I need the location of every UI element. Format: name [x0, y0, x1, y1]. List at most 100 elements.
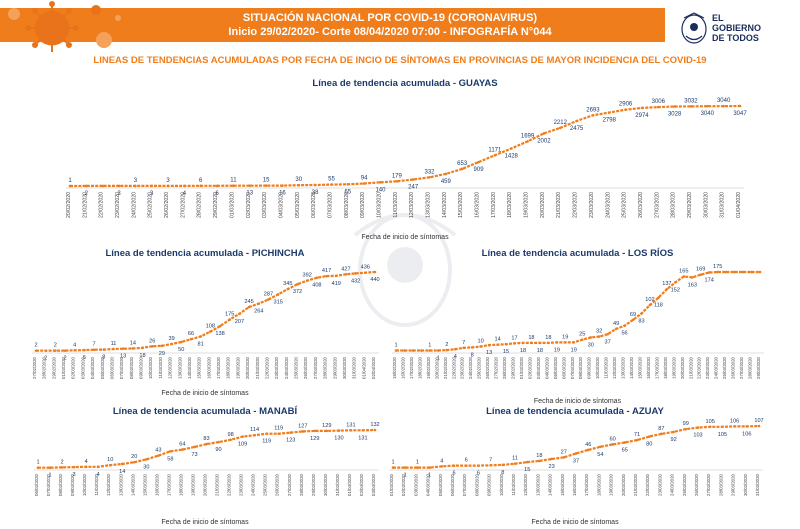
data-label: 247: [408, 185, 419, 191]
data-point: [707, 271, 711, 274]
data-label: 165: [679, 269, 688, 275]
data-label: 245: [244, 299, 253, 305]
data-label: 18: [520, 348, 526, 354]
data-label: 119: [274, 426, 283, 432]
x-tick-label: 01/04/2020: [361, 356, 366, 379]
data-label: 2: [445, 342, 448, 348]
data-point: [640, 106, 644, 110]
data-point: [145, 458, 148, 461]
data-label: 2: [85, 191, 89, 197]
data-label: 102: [645, 297, 654, 303]
data-point: [574, 452, 578, 455]
data-point: [572, 341, 576, 344]
data-point: [635, 438, 639, 442]
data-point: [179, 340, 183, 344]
x-tick-label: 29/03/2020: [756, 356, 761, 379]
data-label: 119: [262, 439, 271, 445]
x-tick-label: 18/03/2020: [596, 473, 601, 496]
x-tick-label: 23/02/2020: [115, 192, 121, 218]
data-label: 38: [312, 190, 319, 196]
data-point: [238, 312, 241, 316]
x-tick-label: 26/03/2020: [303, 356, 308, 379]
data-point: [733, 425, 736, 428]
x-tick-label: 07/03/2020: [327, 192, 333, 218]
data-label: 2002: [537, 138, 551, 144]
x-tick-label: 25/03/2020: [622, 192, 628, 218]
data-point: [373, 428, 377, 432]
data-label: 2212: [554, 120, 568, 126]
x-tick-label: 28/02/2020: [42, 356, 47, 379]
x-tick-label: 29/02/2020: [511, 356, 516, 379]
data-point: [589, 336, 592, 339]
x-tick-label: 18/03/2020: [178, 473, 183, 496]
x-tick-label: 12/03/2020: [409, 192, 415, 218]
data-point: [150, 184, 154, 188]
data-label: 3006: [652, 99, 666, 105]
x-tick-label: 24/02/2020: [131, 192, 137, 218]
data-point: [580, 338, 584, 342]
data-label: 25: [579, 332, 585, 338]
x-tick-label: 20/02/2020: [434, 356, 439, 379]
data-label: 11: [111, 341, 117, 347]
x-tick-label: 21/03/2020: [688, 356, 693, 379]
logo-text: EL GOBIERNO DE TODOS: [712, 13, 762, 43]
data-point: [296, 282, 299, 286]
data-label: 1: [48, 473, 51, 479]
x-tick-label: 29/02/2020: [213, 192, 219, 218]
data-label: 372: [293, 289, 302, 295]
x-tick-label: 25/02/2020: [477, 356, 482, 379]
x-tick-label: 20/03/2020: [540, 192, 546, 218]
x-tick-label: 15/03/2020: [142, 473, 147, 496]
x-tick-label: 05/03/2020: [553, 356, 558, 379]
data-point: [489, 463, 492, 467]
x-tick-label: 13/03/2020: [177, 356, 182, 379]
data-point: [420, 349, 423, 352]
x-tick-label: 01/03/2020: [389, 473, 394, 496]
data-point: [121, 347, 125, 350]
data-point: [215, 184, 219, 188]
x-tick-label: 10/03/2020: [82, 473, 87, 496]
data-label: 1: [68, 178, 72, 184]
x-tick-label: 21/02/2020: [443, 356, 448, 379]
data-point: [141, 346, 144, 350]
data-point: [330, 183, 333, 186]
x-tick-label: 20/03/2020: [621, 473, 626, 496]
x-tick-label: 03/03/2020: [536, 356, 541, 379]
data-point: [640, 312, 643, 315]
data-point: [297, 183, 301, 187]
chart-title: Línea de tendencia acumulada - PICHINCHA: [105, 248, 305, 259]
data-label: 2906: [619, 102, 633, 108]
data-label: 13: [486, 350, 492, 356]
data-point: [361, 428, 365, 432]
x-tick-label: 15/03/2020: [637, 356, 642, 379]
x-tick-label: 14/03/2020: [442, 192, 448, 218]
x-tick-label: 28/03/2020: [323, 356, 328, 379]
data-point: [44, 349, 47, 352]
data-label: 3: [73, 472, 76, 478]
data-point: [228, 318, 232, 321]
x-axis-label: Fecha de inicio de síntomas: [531, 519, 619, 526]
data-point: [362, 182, 366, 185]
x-tick-label: 26/03/2020: [275, 473, 280, 496]
x-tick-label: 06/03/2020: [109, 356, 114, 379]
x-tick-label: 07/03/2020: [570, 356, 575, 379]
data-label: 1: [428, 473, 431, 479]
x-tick-label: 22/03/2020: [697, 356, 702, 379]
x-tick-label: 27/02/2020: [494, 356, 499, 379]
data-point: [364, 271, 367, 275]
data-point: [72, 465, 76, 469]
data-label: 26: [149, 338, 155, 344]
data-point: [501, 463, 505, 467]
data-point: [281, 184, 284, 187]
chart-pichincha: Línea de tendencia acumulada - PICHINCHA…: [30, 248, 380, 398]
data-point: [647, 435, 651, 438]
data-point: [464, 464, 468, 467]
data-label: 4: [73, 342, 76, 348]
x-tick-label: 02/03/2020: [401, 473, 406, 496]
data-label: 60: [609, 436, 615, 442]
chart-title: Línea de tendencia acumulada - MANABÍ: [112, 406, 298, 417]
data-point: [394, 349, 398, 352]
data-label: 71: [634, 432, 640, 438]
